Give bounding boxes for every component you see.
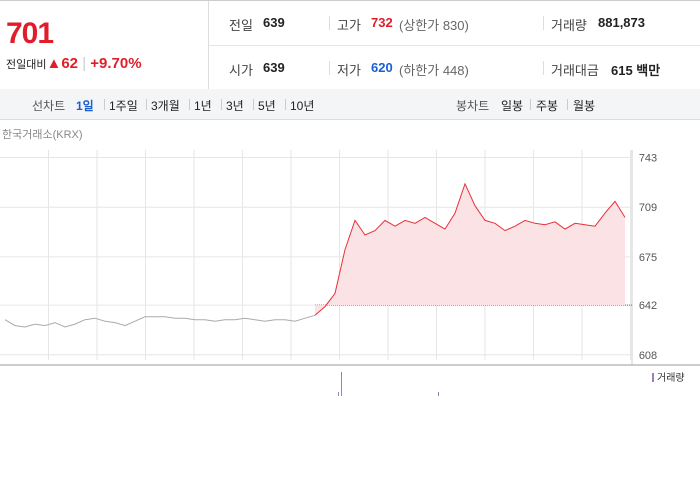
period-tab[interactable]: 3년 — [226, 99, 244, 113]
period-tab[interactable]: 1주일 — [109, 99, 138, 113]
stat-label: 시가 — [229, 63, 253, 78]
y-tick-label: 608 — [639, 350, 657, 362]
divider — [543, 16, 544, 30]
change-pct: +9.70% — [90, 55, 142, 72]
y-tick-label: 675 — [639, 252, 657, 264]
y-tick-label: 709 — [639, 202, 657, 214]
stat-note: (하한가 448) — [399, 63, 469, 78]
divider — [329, 16, 330, 30]
summary: 701 전일대비▲62 | +9.70% 전일 639 고가 732 (상한가 830)… — [0, 0, 700, 90]
price-area — [315, 183, 625, 316]
price-line — [4, 314, 316, 328]
period-tab[interactable]: 5년 — [258, 99, 276, 113]
period-tab[interactable]: 10년 — [290, 99, 315, 113]
divider — [146, 99, 147, 110]
stat-value: 881,873 — [598, 15, 645, 30]
divider — [530, 99, 531, 110]
legend-swatch — [652, 373, 654, 382]
period-tab[interactable]: 1일 — [76, 99, 94, 113]
stat-value: 639 — [263, 15, 285, 30]
stat-row: 시가 639 저가 620 (하한가 448) 거래대금 615 백만 — [209, 46, 700, 90]
divider — [329, 61, 330, 75]
divider — [285, 99, 286, 110]
y-tick-label: 743 — [639, 153, 657, 165]
change-label: 전일대비 — [6, 59, 47, 71]
candle-tab[interactable]: 월봉 — [573, 99, 596, 113]
price: 701 — [6, 17, 54, 50]
divider — [189, 99, 190, 110]
up-icon: ▲ — [46, 55, 62, 72]
stat-note: (상한가 830) — [399, 18, 469, 33]
stat-row: 전일 639 고가 732 (상한가 830) 거래량 881,873 — [209, 1, 700, 46]
divider — [567, 99, 568, 110]
divider — [221, 99, 222, 110]
y-tick-label: 642 — [639, 300, 657, 312]
tab-group-label: 선차트 — [32, 99, 66, 113]
period-tab[interactable]: 3개월 — [151, 99, 180, 113]
stat-value: 615 백만 — [611, 63, 661, 78]
change: 전일대비▲62 | +9.70% — [6, 55, 142, 72]
volume-bar — [338, 392, 339, 396]
change-value: 62 — [61, 55, 79, 72]
stat-label: 전일 — [229, 18, 253, 33]
volume-bar — [341, 372, 342, 396]
divider — [543, 61, 544, 75]
divider — [104, 99, 105, 110]
period-tab[interactable]: 1년 — [194, 99, 212, 113]
stat-label: 고가 — [337, 18, 361, 33]
candle-tab[interactable]: 일봉 — [501, 99, 524, 113]
source: 한국거래소(KRX) — [2, 128, 83, 141]
stat-label: 거래대금 — [551, 63, 599, 78]
stat-value: 639 — [263, 60, 285, 75]
stat-label: 거래량 — [551, 18, 587, 33]
volume-bar — [438, 392, 439, 396]
period-tabs: 선차트 1일 1주일 3개월 1년 3년 5년 10년 봉차트 일봉 주봉 월봉 — [0, 89, 700, 120]
price-line — [314, 182, 626, 316]
stat-value: 620 — [371, 60, 393, 75]
divider — [253, 99, 254, 110]
stat-label: 저가 — [337, 63, 361, 78]
candle-tab[interactable]: 주봉 — [536, 99, 559, 113]
tab-group-label: 봉차트 — [456, 99, 490, 113]
stat-value: 732 — [371, 15, 393, 30]
volume-legend: 거래량 — [657, 372, 685, 384]
price-box: 701 전일대비▲62 | +9.70% — [0, 1, 209, 89]
